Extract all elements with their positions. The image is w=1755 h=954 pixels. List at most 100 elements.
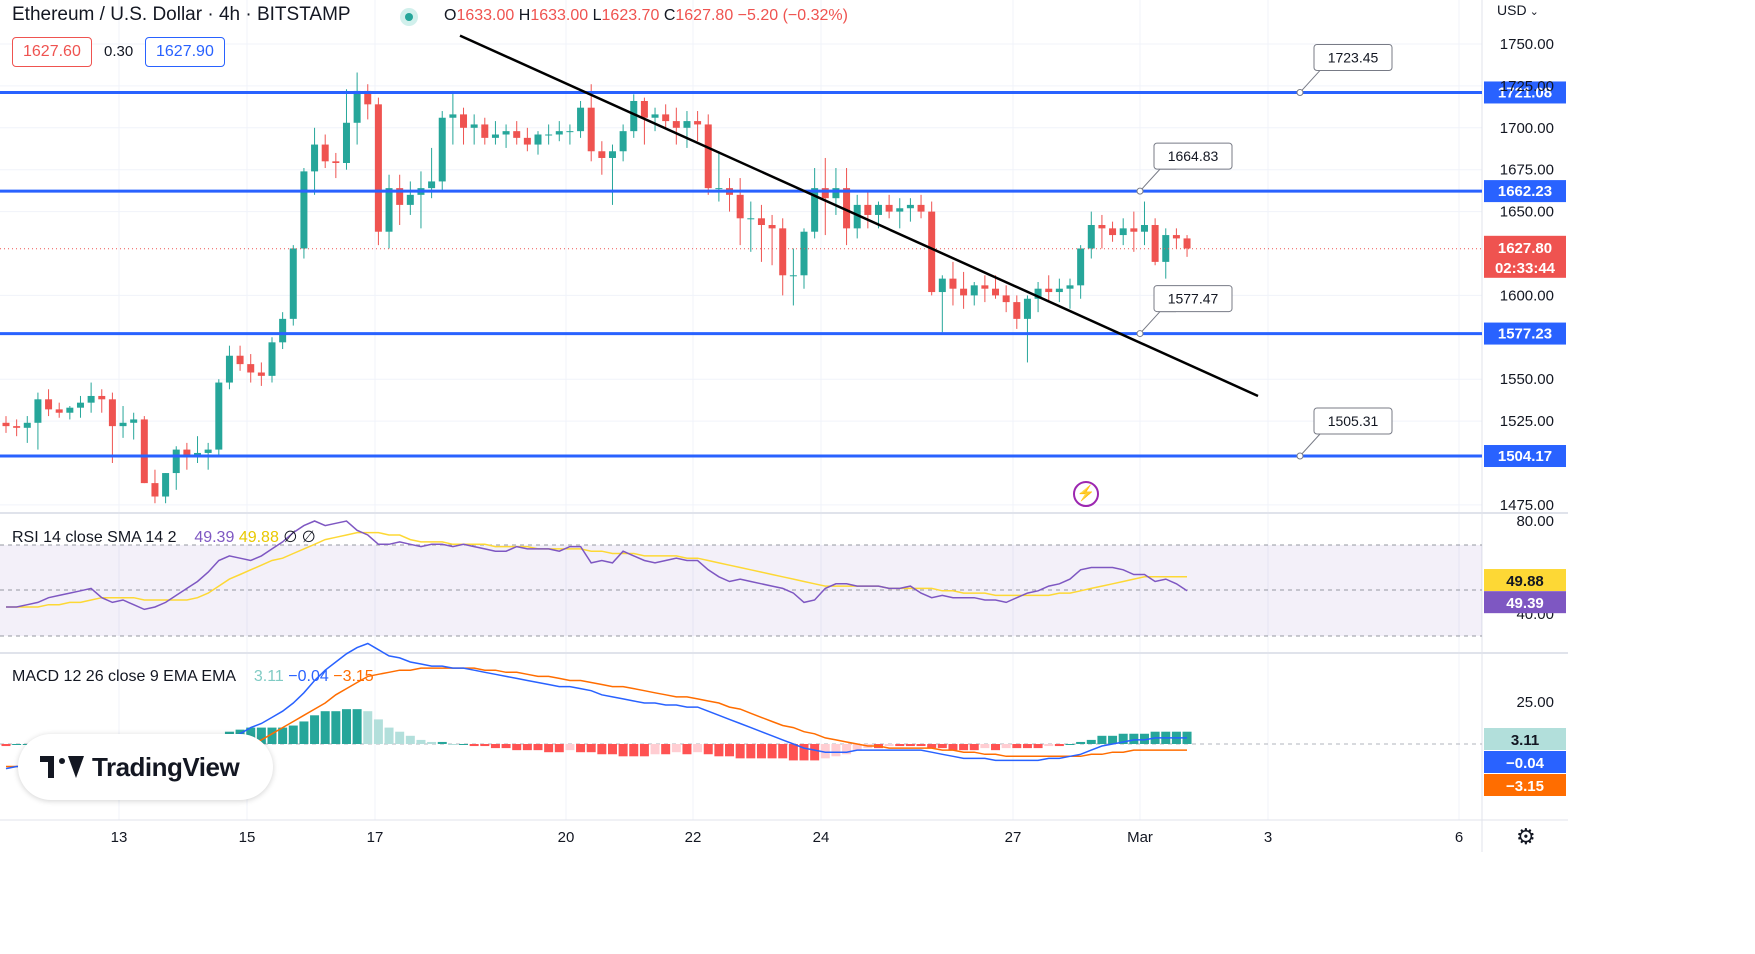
callout-anchor [1296,88,1304,96]
macd-hist-bar [437,741,447,744]
candle-body [789,275,797,277]
indicator-lines [5,34,1259,770]
macd-hist-bar [310,715,320,744]
gear-icon[interactable]: ⚙ [1516,824,1536,849]
callout-box [1313,407,1393,435]
candle-body [396,188,404,205]
last-price-tag: 02:33:44 [1495,260,1556,277]
candle-body [2,422,10,427]
candle-body [140,419,148,484]
price-chart[interactable]: 1723.45 1721.08 1664.83 1662.23 1577.47 1577.… [0,0,1568,852]
macd-hist-bar [288,725,298,744]
buy-price-button[interactable]: 1627.90 [145,37,225,67]
rsi-legend[interactable]: RSI 14 close SMA 14 2 49.39 49.88 ∅ ∅ [12,529,316,546]
candle-body [736,194,744,219]
candle-body [481,124,489,138]
macd-hist-bar [607,744,617,755]
horizontal-levels[interactable]: 1723.45 1721.08 1664.83 1662.23 1577.47 1577.… [0,43,1566,468]
macd-hist-bar [554,744,564,753]
callout-label: 1505.31 [1328,413,1379,429]
candle-body [289,248,297,319]
candle-body [1055,288,1063,293]
macd-hist-bar [884,744,894,747]
macd-hist-bar [725,744,735,757]
macd-hist-bar [373,719,383,744]
y-tick-label: 1600.00 [1500,287,1554,304]
macd-hist-bar [576,744,586,753]
macd-hist-bar [1129,733,1139,744]
candle-body [704,124,712,189]
tradingview-logo-text: TradingView [92,751,240,782]
macd-hist-bar [1,744,11,747]
macd-hist-bar [650,744,660,755]
rsi-sma-tag-bg [1484,569,1566,592]
tradingview-logo-mark [40,756,84,778]
candle-body [608,151,616,158]
candle-body [523,137,531,145]
macd-hist-bar [948,744,958,751]
macd-hist-bar [905,744,915,747]
candle-body [13,426,21,428]
axes: 1750.001725.001700.001675.001650.001600.… [111,36,1566,846]
candle-body [1109,228,1117,236]
candle-body [747,218,755,220]
callout-anchor [1136,187,1144,195]
candle-body [438,117,446,182]
currency-selector[interactable]: USD ⌄ [1497,2,1539,18]
candle-body [449,114,457,118]
macd-hist-bar [831,744,841,757]
macd-line-tag: −0.04 [1506,755,1545,772]
candle-body [406,194,414,205]
sell-price-button[interactable]: 1627.60 [12,37,92,67]
candle-body [555,131,563,135]
trendline [459,34,1259,398]
candle-body [513,131,521,138]
macd-legend[interactable]: MACD 12 26 close 9 EMA EMA 3.11 −0.04 −3… [12,668,374,685]
candle-body [938,278,946,293]
candle-body [1151,225,1159,262]
callout-label: 1664.83 [1168,148,1219,164]
level-axis-tag [1484,180,1566,203]
candle-body [1087,225,1095,249]
macd-hist-bar [267,727,277,744]
macd-hist-bar [363,711,373,744]
spread-value: 0.30 [104,43,134,60]
candle-body [906,204,914,209]
macd-hist-bar [1139,733,1149,744]
market-status-icon[interactable] [400,8,418,26]
ohlc-readout: O1633.00 H1633.00 L1623.70 C1627.80 −5.2… [444,7,848,24]
callout-anchor [1296,452,1304,460]
candle-body [130,419,138,423]
macd-hist-bar [959,744,969,751]
candle-body [960,288,968,296]
macd-hist-bar [533,744,543,751]
candle-body [66,407,74,413]
lightning-icon[interactable]: ⚡ [1073,481,1099,507]
y-tick-label: 1725.00 [1500,78,1554,95]
candle-body [108,399,116,427]
candle-body [651,114,659,118]
candle-body [45,399,53,410]
candle-body [843,188,851,229]
tradingview-logo[interactable]: TradingView [18,734,273,800]
rsi-axis-label: 80.00 [1516,513,1554,530]
candle-body [1130,228,1138,232]
macd-hist-bar [512,744,522,751]
candle-body [640,100,648,118]
candle-body [662,114,670,122]
candle-body [23,422,31,428]
candle-body [715,188,723,190]
candle-body [502,131,510,135]
candle-body [1002,295,1010,303]
macd-hist-bar [991,744,1001,751]
candle-body [800,231,808,276]
symbol-title[interactable]: Ethereum / U.S. Dollar · 4h · BITSTAMP [12,4,351,25]
macd-hist-bar [448,744,458,745]
y-tick-label: 1525.00 [1500,413,1554,430]
macd-hist-tag: 3.11 [1511,732,1539,749]
macd-hist-bar [756,744,766,759]
candle-body [630,100,638,132]
last-price-tag-bg [1484,235,1566,278]
candle-body [821,188,829,199]
candle-body [1172,235,1180,239]
